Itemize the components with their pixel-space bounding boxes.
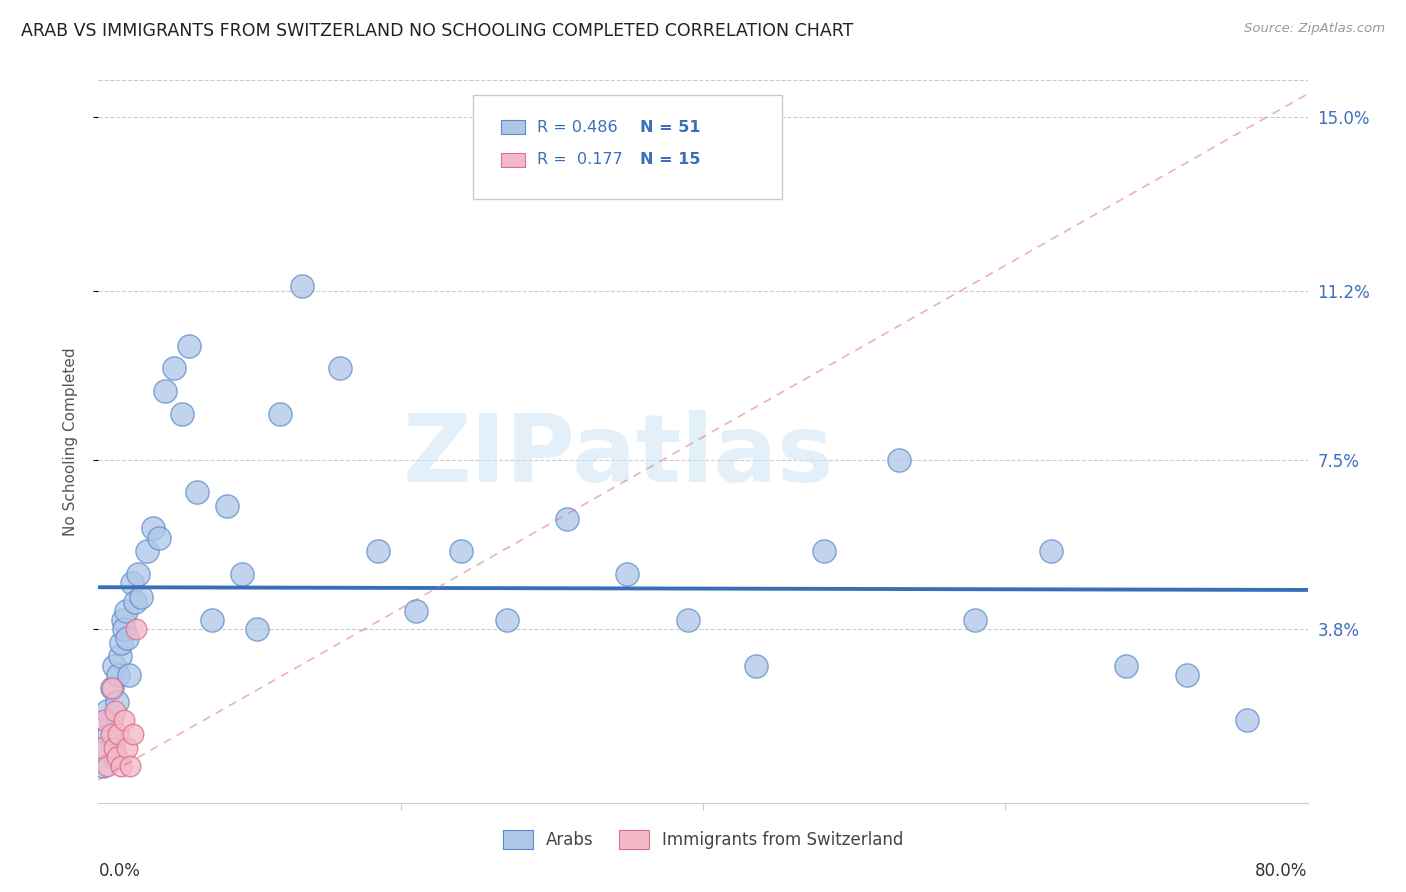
Point bbox=[107, 727, 129, 741]
Point bbox=[98, 727, 121, 741]
Point bbox=[965, 613, 987, 627]
Point bbox=[495, 613, 517, 627]
Point bbox=[112, 714, 135, 728]
Point bbox=[96, 759, 118, 773]
Point bbox=[616, 567, 638, 582]
Text: R =  0.177: R = 0.177 bbox=[537, 153, 623, 168]
Text: 0.0%: 0.0% bbox=[98, 863, 141, 880]
Point bbox=[555, 512, 578, 526]
Point bbox=[100, 714, 122, 728]
Point bbox=[269, 407, 291, 421]
FancyBboxPatch shape bbox=[501, 153, 526, 167]
Point bbox=[96, 704, 118, 718]
Point bbox=[1115, 658, 1137, 673]
Point bbox=[110, 759, 132, 773]
Point bbox=[101, 681, 124, 696]
Point bbox=[367, 544, 389, 558]
Point bbox=[115, 631, 138, 645]
Point bbox=[90, 740, 112, 755]
Point bbox=[889, 453, 911, 467]
Point bbox=[148, 531, 170, 545]
Point bbox=[231, 567, 253, 582]
Point bbox=[153, 384, 176, 399]
Point bbox=[118, 667, 141, 681]
Text: ARAB VS IMMIGRANTS FROM SWITZERLAND NO SCHOOLING COMPLETED CORRELATION CHART: ARAB VS IMMIGRANTS FROM SWITZERLAND NO S… bbox=[21, 22, 853, 40]
FancyBboxPatch shape bbox=[501, 120, 526, 135]
Point bbox=[101, 681, 124, 696]
Text: N = 15: N = 15 bbox=[640, 153, 700, 168]
Point bbox=[1175, 667, 1198, 681]
Legend: Arabs, Immigrants from Switzerland: Arabs, Immigrants from Switzerland bbox=[496, 823, 910, 856]
Text: R = 0.486: R = 0.486 bbox=[537, 120, 619, 135]
Point bbox=[104, 704, 127, 718]
Point bbox=[112, 622, 135, 636]
Point bbox=[103, 658, 125, 673]
Point bbox=[186, 484, 208, 499]
FancyBboxPatch shape bbox=[474, 95, 782, 200]
Point bbox=[135, 544, 157, 558]
Point bbox=[122, 727, 145, 741]
Point bbox=[745, 658, 768, 673]
Point bbox=[120, 759, 142, 773]
Point bbox=[179, 338, 201, 352]
Point bbox=[105, 750, 128, 764]
Point bbox=[129, 590, 152, 604]
Point bbox=[108, 649, 131, 664]
Point bbox=[93, 714, 115, 728]
Point bbox=[813, 544, 835, 558]
Text: ZIPatlas: ZIPatlas bbox=[402, 410, 834, 502]
Point bbox=[91, 759, 114, 773]
Point bbox=[105, 695, 128, 709]
Point bbox=[1236, 714, 1258, 728]
Point bbox=[125, 622, 148, 636]
Point bbox=[115, 740, 138, 755]
Point bbox=[170, 407, 193, 421]
Point bbox=[405, 604, 427, 618]
Point bbox=[1039, 544, 1062, 558]
Text: 80.0%: 80.0% bbox=[1256, 863, 1308, 880]
Point bbox=[246, 622, 269, 636]
Point bbox=[291, 279, 314, 293]
Point bbox=[110, 636, 132, 650]
Point bbox=[111, 613, 134, 627]
Text: N = 51: N = 51 bbox=[640, 120, 700, 135]
Point bbox=[94, 740, 117, 755]
Point bbox=[215, 499, 238, 513]
Point bbox=[124, 594, 146, 608]
Point bbox=[142, 521, 165, 535]
Text: Source: ZipAtlas.com: Source: ZipAtlas.com bbox=[1244, 22, 1385, 36]
Point bbox=[201, 613, 224, 627]
Point bbox=[100, 727, 122, 741]
Point bbox=[103, 740, 125, 755]
Y-axis label: No Schooling Completed: No Schooling Completed bbox=[63, 347, 77, 536]
Point bbox=[450, 544, 472, 558]
Point bbox=[676, 613, 699, 627]
Point bbox=[121, 576, 143, 591]
Point bbox=[107, 667, 129, 681]
Point bbox=[114, 604, 136, 618]
Point bbox=[104, 750, 127, 764]
Point bbox=[163, 361, 186, 376]
Point bbox=[329, 361, 352, 376]
Point bbox=[127, 567, 149, 582]
